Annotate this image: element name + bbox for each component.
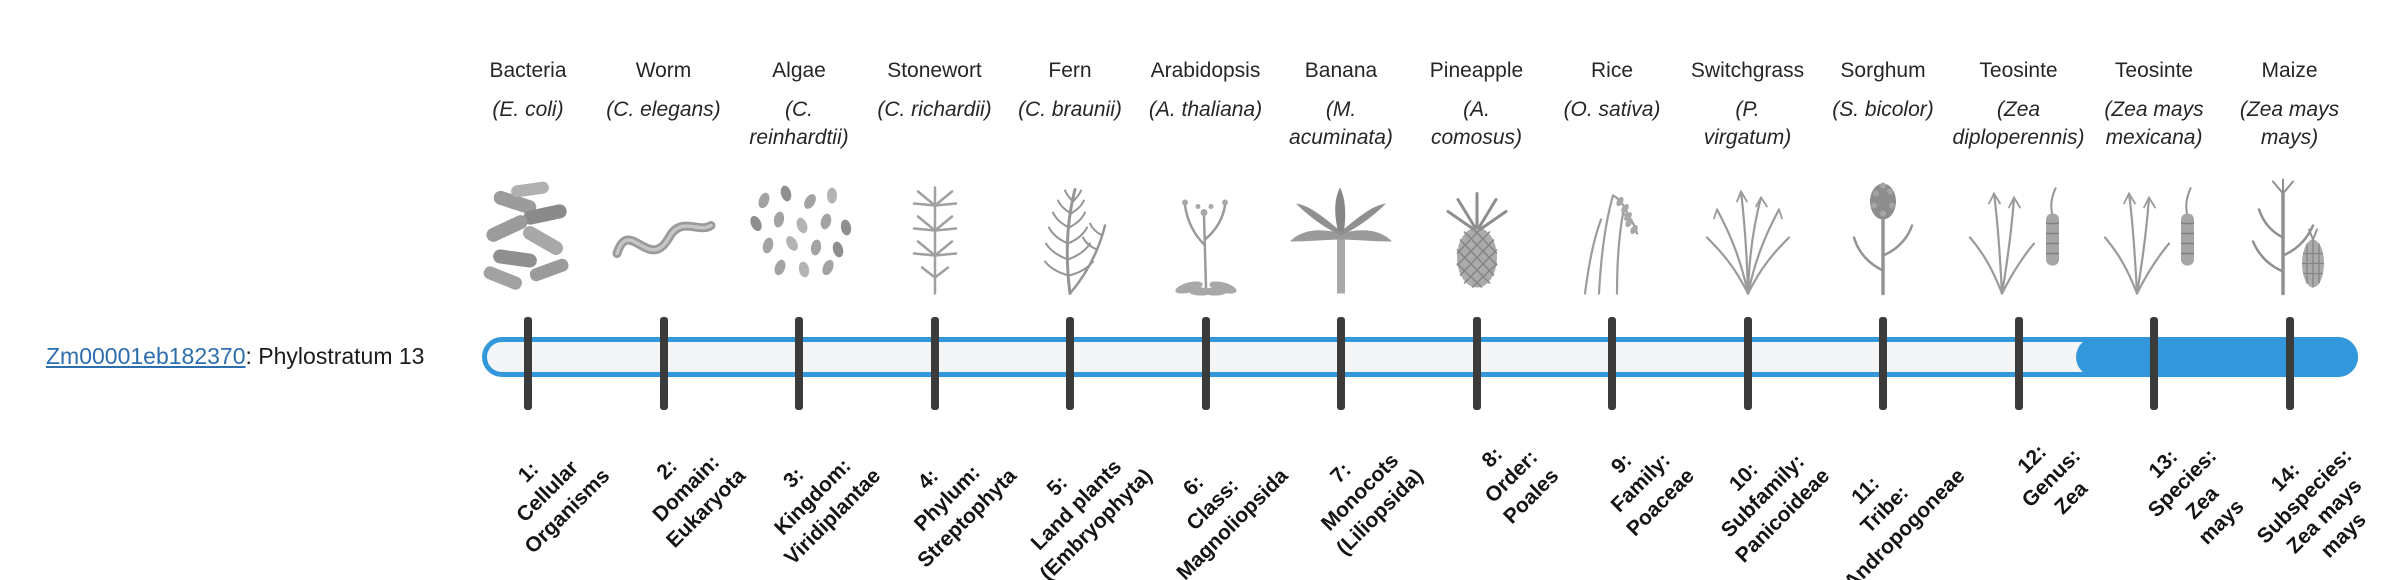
organism-caption: Pineapple (A. comosus)	[1382, 58, 1572, 151]
rice-icon	[1547, 175, 1677, 301]
gene-link[interactable]: Zm00001eb182370	[46, 343, 246, 369]
stratum-tick	[2014, 317, 2023, 410]
organism-name: Bacteria	[489, 59, 567, 82]
organism-caption: Stonewort (C. richardii)	[840, 58, 1030, 124]
organism-name: Fern	[1048, 59, 1092, 82]
organism-scientific-name: (M. acuminata)	[1289, 98, 1393, 149]
organism-caption: Switchgrass (P. virgatum)	[1653, 58, 1843, 151]
organism-scientific-name: (P. virgatum)	[1703, 98, 1792, 149]
organism-name: Teosinte	[1979, 59, 2058, 82]
organism-scientific-name: (S. bicolor)	[1832, 98, 1934, 122]
organism-scientific-name: (A. comosus)	[1430, 98, 1523, 149]
organism-name: Stonewort	[887, 59, 982, 82]
organism-caption: Worm (C. elegans)	[569, 58, 759, 124]
stratum-tick	[1879, 317, 1887, 410]
stratum-tick	[1608, 317, 1616, 410]
stratum-label: 4: Phylum: Streptophyta	[910, 461, 1021, 572]
teosinte-icon	[2089, 175, 2219, 301]
organism-caption: Banana (M. acuminata)	[1246, 58, 1436, 151]
phylostratum-highlight-fill	[2076, 337, 2358, 377]
organism-name: Maize	[2261, 59, 2318, 82]
stratum-label: 8: Order: Poales	[1477, 442, 1563, 529]
organism-caption: Teosinte (Zea mays mexicana)	[2059, 58, 2249, 151]
pineapple-icon	[1412, 175, 1542, 301]
fern-icon	[1005, 175, 1135, 301]
organism-caption: Teosinte (Zea diploperennis)	[1924, 58, 2114, 151]
arabidopsis-icon	[1141, 175, 1271, 301]
stratum-tick	[1066, 317, 1074, 410]
organism-name: Worm	[635, 59, 692, 82]
organism-name: Teosinte	[2114, 59, 2194, 82]
maize-icon	[2225, 175, 2355, 301]
stratum-label: 7: Monocots (Liliopsida)	[1317, 449, 1428, 560]
organism-scientific-name: (C. reinhardtii)	[749, 98, 849, 149]
stratum-label: 6: Class: Magnoliopsida	[1171, 464, 1292, 580]
stratum-tick	[659, 317, 668, 410]
organism-name: Switchgrass	[1690, 59, 1805, 82]
stratum-tick	[2150, 317, 2158, 410]
stratum-label: 11: Tribe: Andropogoneae	[1839, 464, 1970, 580]
organism-name: Rice	[1590, 59, 1633, 82]
organism-caption: Bacteria (E. coli)	[433, 58, 623, 124]
bacteria-icon	[463, 175, 593, 301]
teosinte-icon	[1954, 175, 2084, 301]
gene-label: Zm00001eb182370: Phylostratum 13	[46, 343, 424, 370]
organism-name: Banana	[1304, 59, 1378, 82]
stratum-tick	[1337, 317, 1345, 410]
organism-scientific-name: (C. braunii)	[1018, 98, 1122, 122]
stratum-tick	[795, 317, 803, 410]
organism-scientific-name: (C. elegans)	[606, 98, 721, 122]
stratum-tick	[930, 317, 939, 410]
stratum-label: 1: Cellular Organisms	[512, 456, 615, 558]
stratum-tick	[524, 317, 532, 410]
sorghum-icon	[1818, 175, 1948, 301]
stratum-tick	[2285, 317, 2294, 410]
stratum-tick	[1743, 317, 1752, 410]
organism-caption: Sorghum (S. bicolor)	[1788, 58, 1978, 124]
organism-caption: Maize (Zea mays mays)	[2195, 58, 2385, 151]
stratum-label: 14: Subspecies: Zea mays mays	[2252, 444, 2371, 563]
switchgrass-icon	[1683, 175, 1813, 301]
organism-caption: Fern (C. braunii)	[975, 58, 1165, 124]
organism-scientific-name: (A. thaliana)	[1148, 98, 1263, 122]
organism-scientific-name: (C. richardii)	[877, 98, 992, 122]
phylostratum-track	[482, 337, 2358, 377]
stratum-label: 3: Kingdom: Viridiplantae	[770, 454, 886, 570]
stratum-label: 5: Land plants (Embryophyta)	[1026, 455, 1157, 580]
banana-icon	[1276, 175, 1406, 301]
organism-caption: Algae (C. reinhardtii)	[704, 58, 894, 151]
stratum-tick	[1472, 317, 1481, 410]
stratum-tick	[1201, 317, 1210, 410]
stratum-label: 13: Species: Zea mays	[2143, 444, 2249, 550]
organism-scientific-name: (O. sativa)	[1563, 98, 1661, 122]
organism-caption: Arabidopsis (A. thaliana)	[1111, 58, 1301, 124]
worm-icon	[599, 175, 729, 301]
organism-scientific-name: (Zea mays mexicana)	[2104, 98, 2204, 149]
stratum-label: 2: Domain: Eukaryota	[648, 450, 750, 553]
organism-scientific-name: (Zea mays mays)	[2239, 98, 2340, 149]
organism-name: Pineapple	[1429, 59, 1524, 82]
gene-phylostratum-text: : Phylostratum 13	[245, 343, 425, 369]
organism-scientific-name: (Zea diploperennis)	[1952, 98, 2085, 149]
organism-name: Sorghum	[1840, 59, 1926, 82]
stonewort-icon	[870, 175, 1000, 301]
organism-caption: Rice (O. sativa)	[1517, 58, 1707, 124]
organism-name: Arabidopsis	[1150, 59, 1261, 82]
organism-scientific-name: (E. coli)	[492, 98, 564, 122]
stratum-label: 12: Genus: Zea	[2013, 440, 2092, 519]
organism-name: Algae	[772, 59, 826, 82]
algae-icon	[734, 175, 864, 301]
stratum-label: 9: Family: Poaceae	[1606, 448, 1699, 541]
